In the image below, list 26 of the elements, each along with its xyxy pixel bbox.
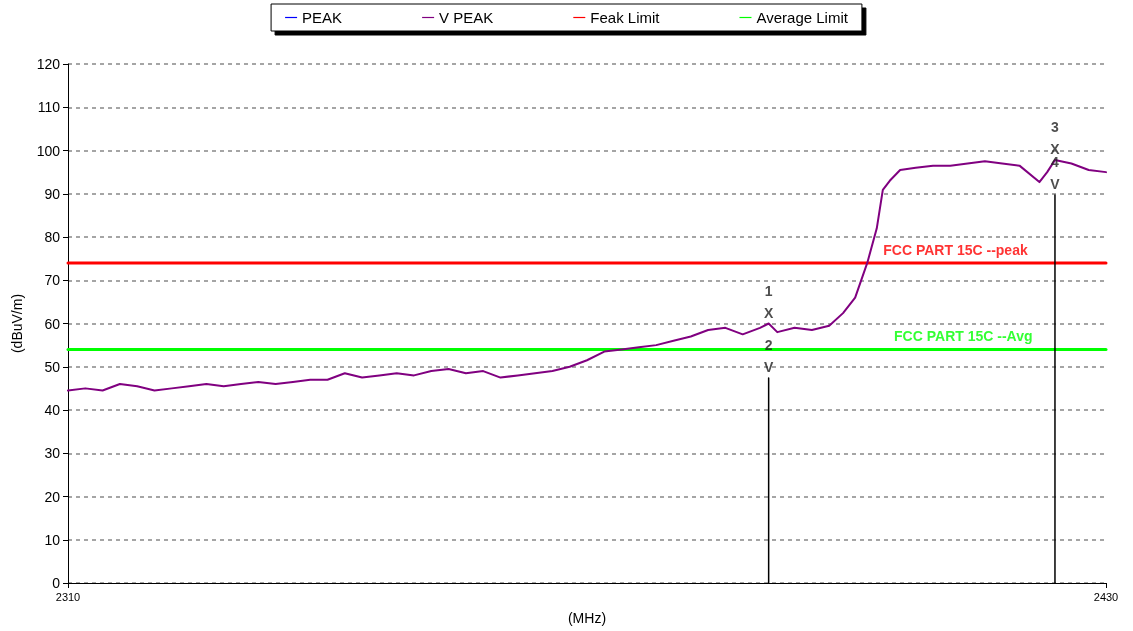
legend-label: Feak Limit (590, 9, 661, 26)
y-tick-label: 10 (44, 531, 61, 548)
x-tick-label: 2430 (1093, 590, 1119, 603)
line-series (67, 159, 1107, 392)
y-axis-title: (dBuV/m) (9, 293, 25, 354)
x-axis-title: (MHz) (567, 610, 607, 626)
y-tick-label: 60 (44, 315, 61, 332)
y-tick-label: 40 (44, 402, 61, 418)
y-tick-label: 100 (36, 142, 61, 159)
y-tick-label: 90 (44, 185, 61, 202)
x-tick-label: 2310 (55, 590, 81, 603)
annotation: FCC PART 15C --peak (883, 241, 1028, 258)
y-tick-label: 110 (37, 99, 61, 116)
y-tick-label: 30 (44, 445, 61, 462)
y-tick-label: 50 (44, 358, 61, 375)
y-tick-label: 120 (36, 56, 61, 72)
annotation: FCC PART 15C --Avg (894, 328, 1033, 345)
annotation: 1 X (763, 282, 774, 321)
annotation: 3 X (1050, 119, 1061, 158)
y-tick-label: 80 (44, 229, 61, 245)
legend-label: PEAK (302, 9, 343, 26)
y-tick-label: 70 (44, 272, 61, 289)
y-tick-label: 0 (52, 575, 61, 591)
y-tick-label: 20 (44, 488, 61, 505)
legend-label: V PEAK (439, 9, 494, 26)
legend-label: Average Limit (756, 9, 849, 26)
